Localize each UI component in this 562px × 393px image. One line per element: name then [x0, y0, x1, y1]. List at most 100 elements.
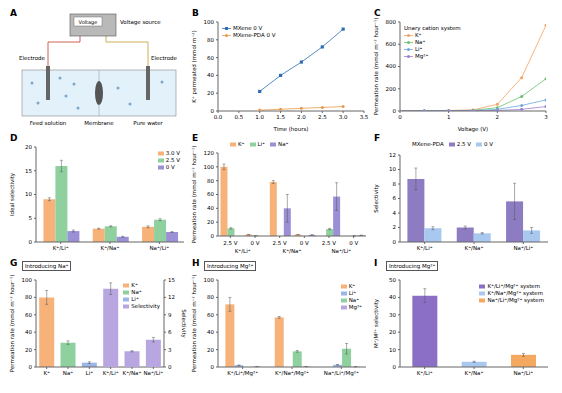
svg-text:Membrane: Membrane	[84, 120, 114, 126]
svg-text:60: 60	[207, 191, 214, 197]
svg-text:400: 400	[386, 63, 397, 69]
svg-text:20: 20	[25, 347, 32, 353]
svg-text:Na⁺: Na⁺	[63, 370, 73, 376]
svg-text:60: 60	[207, 312, 214, 318]
svg-text:Electrode: Electrode	[19, 55, 46, 61]
svg-text:20: 20	[207, 347, 214, 353]
svg-text:5: 5	[29, 215, 33, 221]
svg-text:Li⁺: Li⁺	[86, 370, 94, 376]
svg-text:15: 15	[25, 168, 32, 174]
svg-text:40: 40	[207, 205, 214, 211]
svg-text:8: 8	[393, 181, 397, 187]
svg-text:3: 3	[168, 347, 172, 353]
svg-text:4: 4	[393, 210, 397, 216]
svg-text:3: 3	[544, 114, 548, 120]
svg-text:80: 80	[207, 178, 214, 184]
svg-text:Voltage (V): Voltage (V)	[458, 126, 488, 133]
svg-text:3.0: 3.0	[339, 114, 348, 120]
svg-text:Na⁺/Li⁺: Na⁺/Li⁺	[143, 370, 163, 376]
svg-text:K⁺: K⁺	[43, 370, 50, 376]
svg-text:100: 100	[204, 164, 215, 170]
svg-text:40: 40	[25, 329, 32, 335]
svg-text:0 V: 0 V	[250, 240, 259, 246]
svg-text:Selectivity: Selectivity	[180, 309, 187, 338]
svg-text:20: 20	[207, 90, 214, 96]
svg-text:1.0: 1.0	[255, 114, 264, 120]
svg-text:200: 200	[386, 86, 397, 92]
svg-text:Voltage: Voltage	[79, 19, 98, 26]
svg-text:0 V: 0 V	[300, 240, 309, 246]
svg-text:600: 600	[386, 41, 397, 47]
svg-text:6: 6	[393, 195, 397, 201]
svg-text:80: 80	[207, 37, 214, 43]
svg-text:K⁺/Li⁺: K⁺/Li⁺	[235, 248, 251, 254]
svg-text:10: 10	[389, 166, 396, 172]
svg-text:Na⁺/Li⁺/Mg²⁺: Na⁺/Li⁺/Mg²⁺	[324, 370, 359, 377]
svg-text:0: 0	[398, 114, 402, 120]
svg-text:60: 60	[25, 312, 32, 318]
svg-text:80: 80	[207, 294, 214, 300]
svg-text:0.0: 0.0	[214, 114, 223, 120]
svg-text:K⁺/Li⁺: K⁺/Li⁺	[53, 245, 69, 251]
svg-text:12: 12	[389, 152, 396, 158]
svg-text:800: 800	[386, 19, 397, 25]
svg-text:60: 60	[207, 55, 214, 61]
svg-text:0: 0	[393, 108, 397, 114]
svg-text:Feed solution: Feed solution	[30, 120, 67, 126]
svg-text:Na⁺/Li⁺: Na⁺/Li⁺	[513, 245, 533, 251]
svg-text:Permeation rate (mmol m⁻² hour: Permeation rate (mmol m⁻² hour⁻¹)	[373, 18, 379, 116]
svg-text:40: 40	[207, 329, 214, 335]
svg-text:12: 12	[168, 294, 175, 300]
svg-text:20: 20	[389, 329, 396, 335]
svg-text:20: 20	[25, 144, 32, 150]
svg-text:10: 10	[389, 347, 396, 353]
svg-text:Na⁺/Li⁺: Na⁺/Li⁺	[513, 370, 533, 376]
svg-text:2.5 V: 2.5 V	[322, 240, 336, 246]
svg-text:100: 100	[22, 277, 33, 283]
svg-text:0: 0	[211, 108, 215, 114]
svg-text:K⁺/Na⁺: K⁺/Na⁺	[465, 370, 484, 376]
svg-text:0: 0	[211, 233, 215, 239]
svg-text:Permeation rate (mmol m⁻² hour: Permeation rate (mmol m⁻² hour⁻¹)	[191, 146, 197, 244]
svg-text:0.5: 0.5	[234, 114, 243, 120]
svg-text:K⁺/Na⁺: K⁺/Na⁺	[283, 248, 302, 254]
svg-text:K⁺/Na⁺: K⁺/Na⁺	[123, 370, 142, 376]
svg-text:Pure water: Pure water	[133, 120, 163, 126]
svg-text:20: 20	[207, 219, 214, 225]
svg-text:Selectivity: Selectivity	[373, 183, 380, 212]
svg-text:50: 50	[389, 277, 396, 283]
svg-text:K⁺/Li⁺: K⁺/Li⁺	[417, 245, 433, 251]
svg-text:2.5: 2.5	[318, 114, 327, 120]
svg-text:0: 0	[393, 364, 397, 370]
svg-text:K⁺/Na⁺/Mg²⁺: K⁺/Na⁺/Mg²⁺	[275, 370, 309, 377]
svg-text:Permeation rate (mmol m⁻² hour: Permeation rate (mmol m⁻² hour⁻¹)	[9, 275, 15, 373]
svg-text:40: 40	[207, 72, 214, 78]
svg-text:M⁺/M²⁺ selectivity: M⁺/M²⁺ selectivity	[373, 298, 380, 348]
svg-text:0: 0	[29, 239, 33, 245]
svg-text:0: 0	[393, 239, 397, 245]
svg-text:K⁺/Na⁺: K⁺/Na⁺	[465, 245, 484, 251]
svg-text:80: 80	[25, 294, 32, 300]
svg-text:1.5: 1.5	[276, 114, 285, 120]
svg-text:0: 0	[168, 364, 172, 370]
svg-text:Na⁺/Li⁺: Na⁺/Li⁺	[149, 245, 169, 251]
svg-text:K⁺/Li⁺: K⁺/Li⁺	[103, 370, 119, 376]
svg-text:2.5 V: 2.5 V	[223, 240, 237, 246]
svg-text:0: 0	[211, 364, 215, 370]
svg-text:Voltage source: Voltage source	[120, 19, 161, 26]
svg-text:2.5 V: 2.5 V	[273, 240, 287, 246]
svg-text:K⁺/Na⁺: K⁺/Na⁺	[101, 245, 120, 251]
svg-text:0 V: 0 V	[349, 240, 358, 246]
svg-text:1: 1	[447, 114, 451, 120]
svg-text:15: 15	[168, 277, 175, 283]
svg-text:2: 2	[496, 114, 500, 120]
svg-text:2.0: 2.0	[297, 114, 306, 120]
svg-text:40: 40	[389, 294, 396, 300]
svg-text:10: 10	[25, 191, 32, 197]
svg-text:2: 2	[393, 224, 397, 230]
svg-text:Ideal selectivity: Ideal selectivity	[9, 172, 16, 216]
svg-text:100: 100	[204, 277, 215, 283]
svg-text:0: 0	[29, 364, 33, 370]
svg-text:9: 9	[168, 312, 172, 318]
svg-text:K⁺ permeated (mmol m⁻²): K⁺ permeated (mmol m⁻²)	[191, 30, 198, 102]
